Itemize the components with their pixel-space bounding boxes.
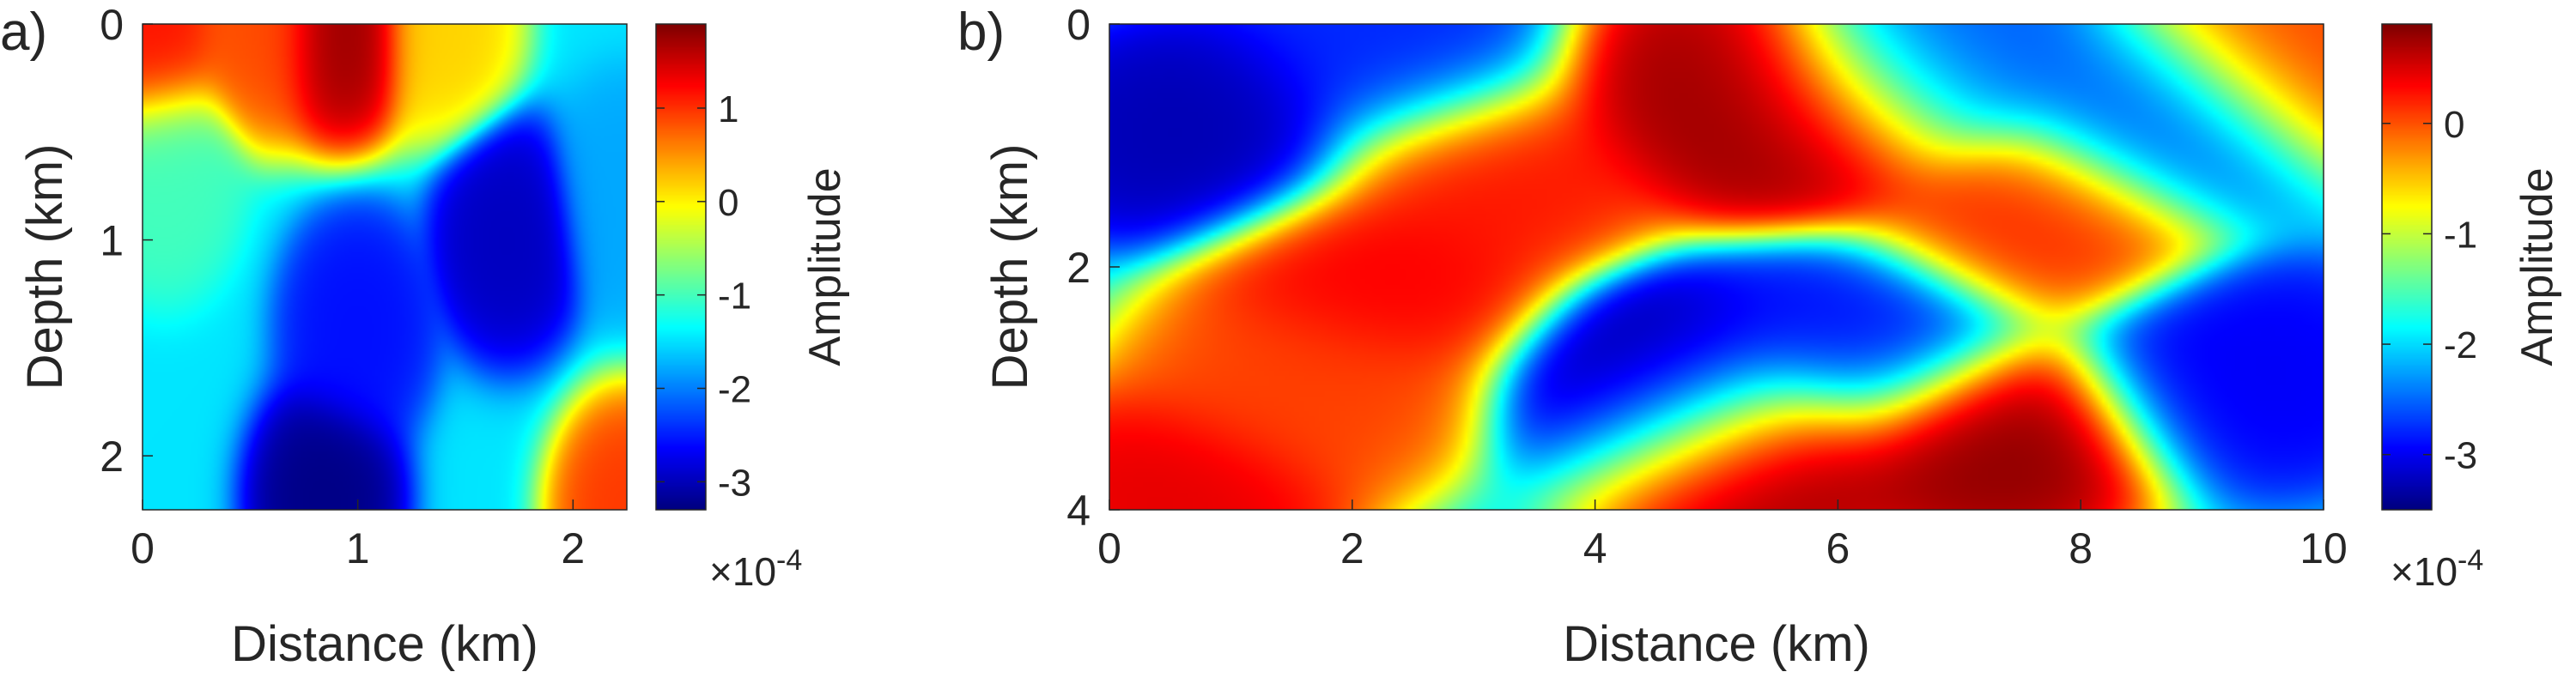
y-axis-label-a: Depth (km) bbox=[17, 144, 73, 390]
panel-b: b) 0 2 4 6 8 10 024 Distance (km) Depth (km) … bbox=[957, 1, 2562, 672]
x-tick-label: 2 bbox=[1340, 524, 1364, 572]
x-axis-label-a: Distance (km) bbox=[231, 616, 538, 672]
panel-label-a: a) bbox=[0, 3, 47, 62]
colorbar-label-b: Amplitude bbox=[2512, 167, 2562, 366]
colorbar-tick-label: -2 bbox=[718, 369, 751, 411]
colorbar-frame-a bbox=[655, 23, 707, 511]
y-ticks-a: 0 1 2 bbox=[100, 1, 153, 481]
heatmap-b bbox=[1109, 24, 2324, 510]
y-tick-label: 4 bbox=[1066, 487, 1091, 535]
colorbar-a bbox=[656, 24, 706, 510]
plot-frame-a bbox=[142, 23, 628, 511]
colorbar-tick-label: -2 bbox=[2444, 324, 2477, 366]
x-ticks-b: 0 2 4 6 8 10 bbox=[1097, 499, 2348, 572]
colorbar-tick-label: 1 bbox=[718, 88, 738, 130]
colorbar-label-a: Amplitude bbox=[800, 167, 850, 366]
x-tick-label: 4 bbox=[1583, 524, 1607, 572]
x-tick-label: 6 bbox=[1826, 524, 1850, 572]
colorbar-exponent-a: ×10-4 bbox=[709, 544, 802, 594]
colorbar-ticks-b: -3 -2 -1 0 bbox=[2382, 104, 2477, 477]
y-tick-label: 0 bbox=[100, 1, 124, 49]
x-tick-label: 0 bbox=[1097, 524, 1121, 572]
panel-a: a) 0 1 2 0 1 2 Distance (km) Depth (km) -3 -2… bbox=[0, 1, 850, 672]
y-tick-label: 2 bbox=[1066, 244, 1091, 292]
x-axis-label-b: Distance (km) bbox=[1563, 616, 1870, 672]
x-tick-label: 8 bbox=[2069, 524, 2093, 572]
colorbar-tick-label: -1 bbox=[2444, 214, 2477, 256]
x-tick-label: 2 bbox=[561, 524, 585, 572]
colorbar-ticks-a: -3 -2 -1 0 1 bbox=[656, 88, 751, 504]
y-tick-label: 1 bbox=[100, 217, 124, 265]
y-tick-label: 2 bbox=[100, 433, 124, 481]
colorbar-exponent-b: ×10-4 bbox=[2391, 544, 2483, 594]
colorbar-frame-b bbox=[2381, 23, 2433, 511]
y-axis-label-b: Depth (km) bbox=[982, 144, 1038, 390]
heatmap-a bbox=[143, 24, 627, 510]
x-tick-label: 10 bbox=[2300, 524, 2348, 572]
y-ticks-b: 0 2 4 bbox=[1066, 1, 1120, 535]
colorbar-b bbox=[2382, 24, 2432, 510]
colorbar-tick-label: -1 bbox=[718, 275, 751, 318]
panel-label-b: b) bbox=[957, 3, 1005, 62]
x-tick-label: 0 bbox=[131, 524, 155, 572]
colorbar-tick-label: -3 bbox=[2444, 435, 2477, 477]
colorbar-tick-label: 0 bbox=[2444, 104, 2464, 146]
x-ticks-a: 0 1 2 bbox=[131, 499, 585, 572]
y-tick-label: 0 bbox=[1066, 1, 1091, 49]
x-tick-label: 1 bbox=[346, 524, 370, 572]
colorbar-tick-label: -3 bbox=[718, 462, 751, 504]
colorbar-tick-label: 0 bbox=[718, 182, 738, 224]
